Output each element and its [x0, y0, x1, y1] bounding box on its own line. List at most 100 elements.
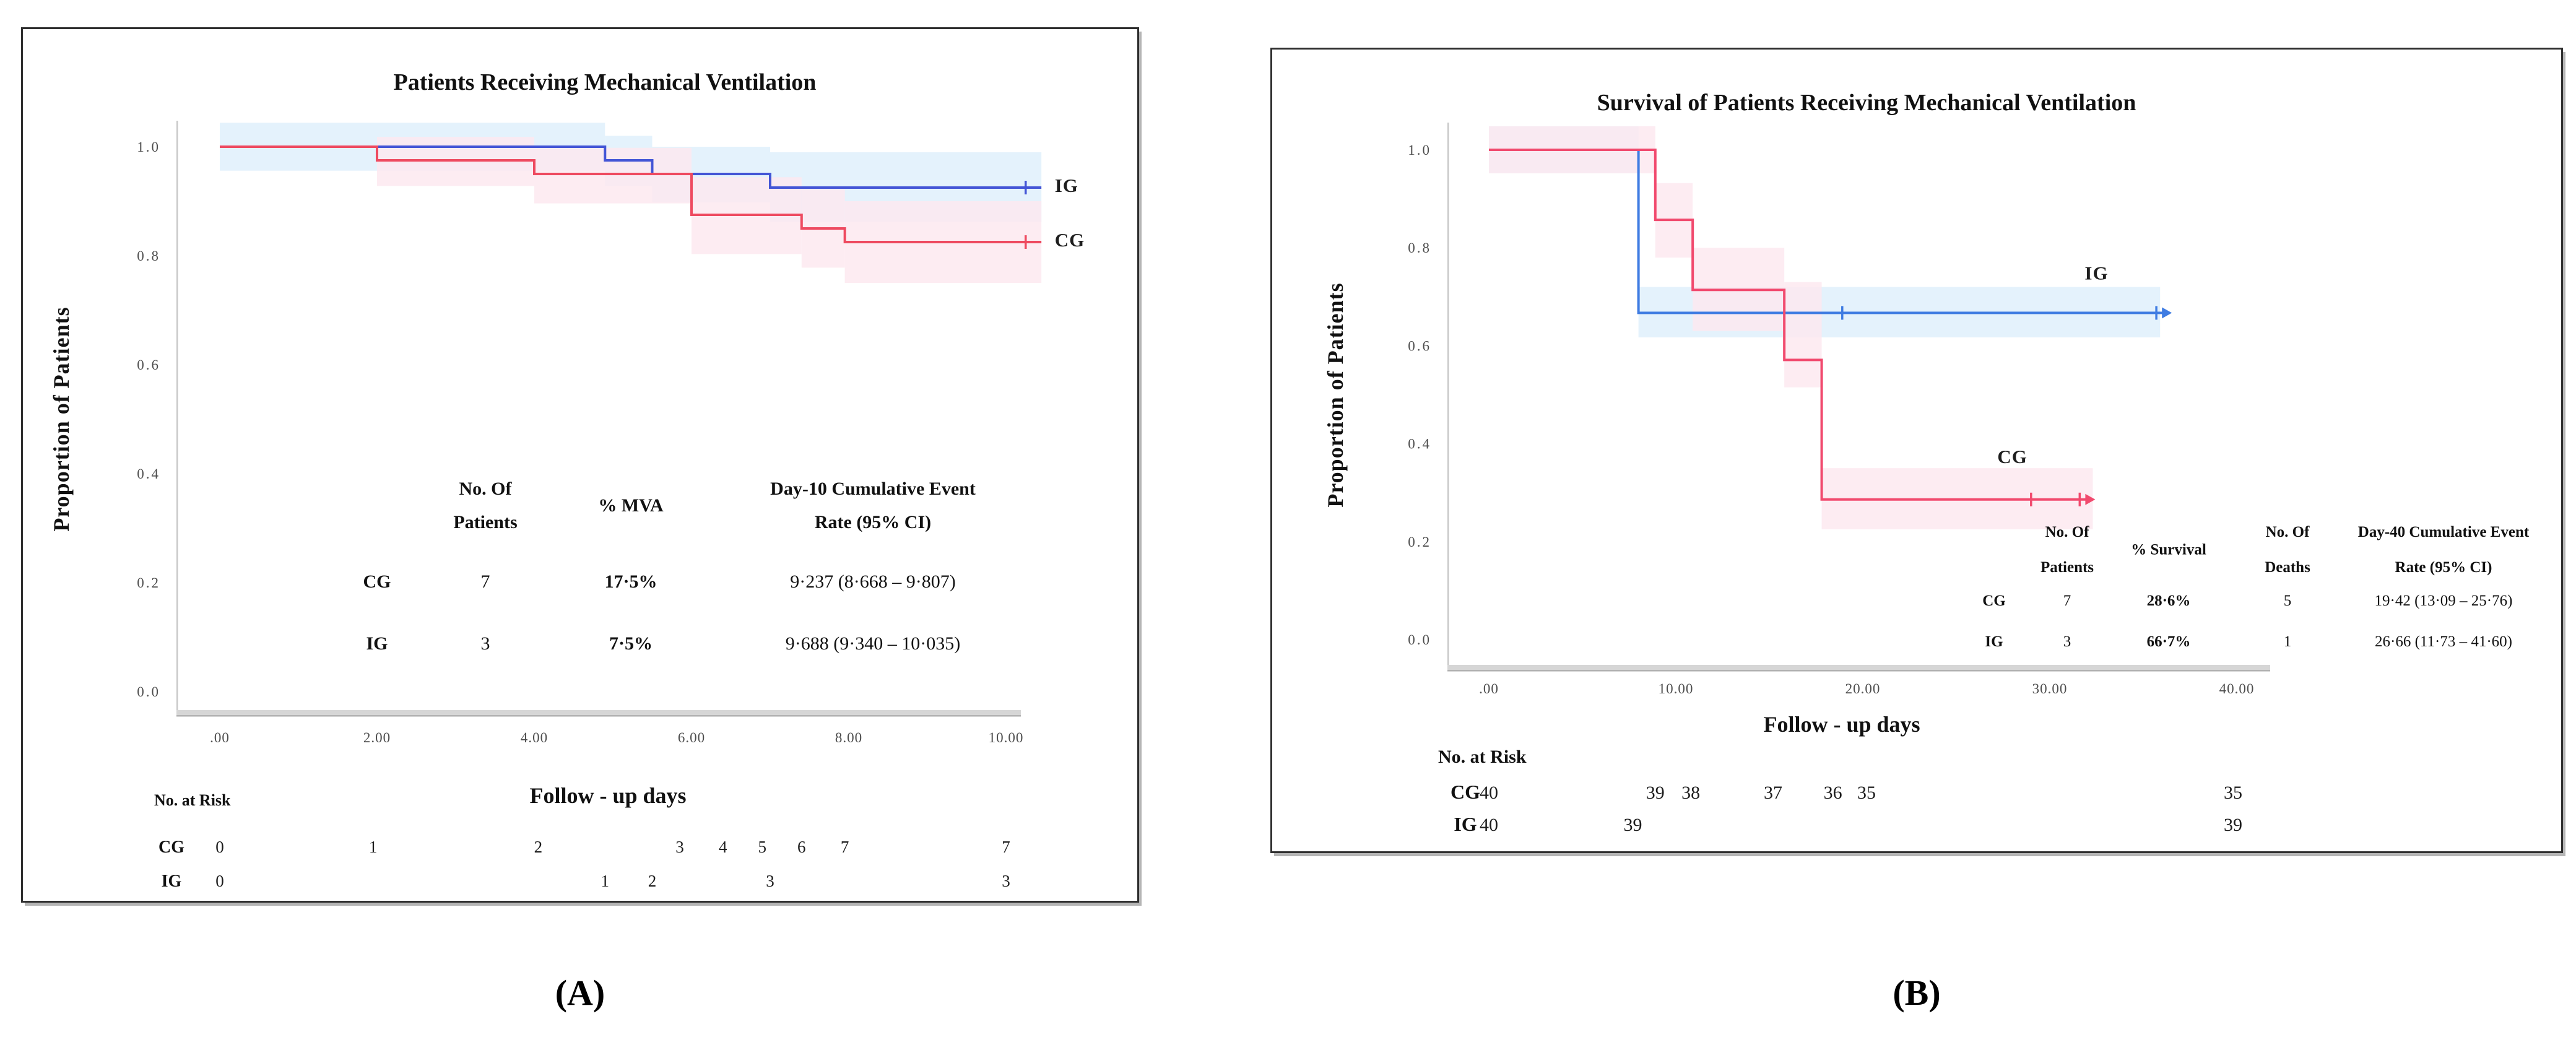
y-tick-label: 0.0 [1408, 632, 1431, 648]
table-cell: 7 [481, 571, 490, 592]
y-axis-line [1447, 123, 1449, 665]
at-risk-value: 2 [534, 838, 543, 856]
x-tick-label: 2.00 [363, 730, 391, 745]
at-risk-value: 35 [2224, 783, 2242, 803]
table-cell: 5 [2284, 592, 2292, 609]
y-axis-title: Proportion of Patients [49, 306, 74, 531]
table-cell: 66·7% [2147, 633, 2191, 650]
at-risk-value: 40 [1480, 815, 1498, 835]
cg-curve [1489, 149, 2088, 501]
table-cell: 17·5% [604, 571, 657, 592]
at-risk-value: 2 [648, 872, 657, 890]
x-tick-label: 6.00 [678, 730, 705, 745]
at-risk-row-label: CG [1451, 781, 1480, 803]
x-tick-label: 8.00 [835, 730, 862, 745]
cg-curve-label: CG [1997, 446, 2027, 467]
x-axis-title: Follow - up days [529, 783, 686, 808]
cg-ci-band [1784, 282, 1822, 388]
at-risk-value: 6 [797, 838, 806, 856]
caption-b: (B) [1893, 973, 1941, 1013]
cg-curve [220, 145, 1042, 243]
at-risk-value: 38 [1681, 783, 1700, 803]
x-tick-label: 30.00 [2032, 681, 2068, 696]
table-header: No. Of [2266, 524, 2310, 540]
table-cell: 9·688 (9·340 – 10·035) [786, 633, 960, 654]
at-risk-value: 4 [719, 838, 727, 856]
caption-a: (A) [555, 973, 605, 1013]
table-row-label: IG [366, 633, 388, 654]
at-risk-value: 3 [675, 838, 684, 856]
y-tick-label: 0.2 [137, 575, 160, 591]
panel-title: Patients Receiving Mechanical Ventilatio… [394, 69, 817, 95]
at-risk-value: 35 [1857, 783, 1876, 803]
at-risk-value: 39 [2224, 815, 2242, 835]
at-risk-value: 0 [215, 838, 224, 856]
panel-b: IG CG 1.0 0.8 0.6 0.4 0.2 0.0 .00 10.00 20.00 30.00… [1270, 48, 2563, 853]
at-risk-value: 1 [601, 872, 610, 890]
table-row-label: IG [1985, 633, 2003, 650]
y-tick-label: 0.8 [137, 248, 160, 264]
table-header: No. Of [459, 479, 513, 499]
cg-ci-band [534, 147, 692, 204]
at-risk-title: No. at Risk [1438, 747, 1527, 767]
ig-curve-label: IG [2084, 262, 2108, 284]
at-risk-value: 1 [369, 838, 378, 856]
x-axis-bar [176, 710, 1021, 715]
at-risk-value: 5 [758, 838, 767, 856]
table-cell: 9·237 (8·668 – 9·807) [790, 571, 955, 592]
table-cell: 7 [2063, 592, 2071, 609]
table-cell: 7·5% [609, 633, 653, 654]
table-header: Deaths [2265, 559, 2310, 576]
ig-curve-label: IG [1055, 175, 1078, 196]
table-header: % Survival [2131, 542, 2206, 558]
cg-curve-label: CG [1055, 229, 1085, 251]
y-tick-label: 0.2 [1408, 534, 1431, 550]
table-header: No. Of [2045, 524, 2090, 540]
panel-b-chart: IG CG 1.0 0.8 0.6 0.4 0.2 0.0 .00 10.00 20.00 30.00… [1323, 90, 2530, 835]
x-axis-title: Follow - up days [1763, 712, 1920, 737]
y-tick-label: 0.0 [137, 684, 160, 700]
at-risk-title: No. at Risk [154, 791, 231, 809]
table-cell: 3 [481, 633, 490, 654]
table-header: Day-10 Cumulative Event [770, 479, 976, 499]
y-tick-label: 0.6 [137, 357, 160, 373]
y-tick-label: 0.4 [137, 466, 160, 482]
cg-arrow-end-icon [2085, 493, 2096, 505]
panel-a-chart: IG CG 1.0 0.8 0.6 0.4 0.2 0.0 .00 2.00 4.00 6.00 8.0… [49, 69, 1085, 891]
x-tick-label: 20.00 [1845, 681, 1881, 696]
at-risk-value: 0 [215, 872, 224, 890]
y-tick-label: 0.4 [1408, 436, 1431, 452]
y-tick-label: 1.0 [1408, 142, 1431, 158]
at-risk-value: 39 [1646, 783, 1665, 803]
table-header: Day-40 Cumulative Event [2358, 524, 2530, 540]
panel-title: Survival of Patients Receiving Mechanica… [1597, 90, 2136, 116]
at-risk-value: 36 [1824, 783, 1842, 803]
table-cell: 19·42 (13·09 – 25·76) [2375, 592, 2513, 609]
table-cell: 26·66 (11·73 – 41·60) [2375, 633, 2512, 650]
y-tick-label: 1.0 [137, 139, 160, 155]
at-risk-row-label: IG [162, 872, 182, 891]
x-tick-label: .00 [210, 730, 230, 745]
ig-curve [220, 145, 1042, 189]
table-header: Rate (95% CI) [2395, 559, 2492, 576]
table-cell: 1 [2284, 633, 2292, 650]
table-cell: 28·6% [2147, 592, 2191, 609]
x-axis-bar-shadow [176, 715, 1021, 717]
x-axis-bar [1447, 665, 2270, 670]
y-tick-label: 0.6 [1408, 338, 1431, 354]
at-risk-row-label: CG [158, 838, 184, 857]
at-risk-value: 7 [841, 838, 849, 856]
x-tick-label: 40.00 [2219, 681, 2255, 696]
x-tick-label: 10.00 [1659, 681, 1694, 696]
at-risk-value: 3 [1002, 872, 1010, 890]
table-cell: 3 [2063, 633, 2071, 650]
at-risk-value: 3 [766, 872, 774, 890]
x-tick-label: 10.00 [989, 730, 1024, 745]
x-tick-label: .00 [1479, 681, 1499, 696]
at-risk-value: 39 [1624, 815, 1642, 835]
x-tick-label: 4.00 [521, 730, 548, 745]
at-risk-value: 7 [1002, 838, 1010, 856]
y-axis-line [176, 121, 178, 710]
y-tick-label: 0.8 [1408, 240, 1431, 256]
